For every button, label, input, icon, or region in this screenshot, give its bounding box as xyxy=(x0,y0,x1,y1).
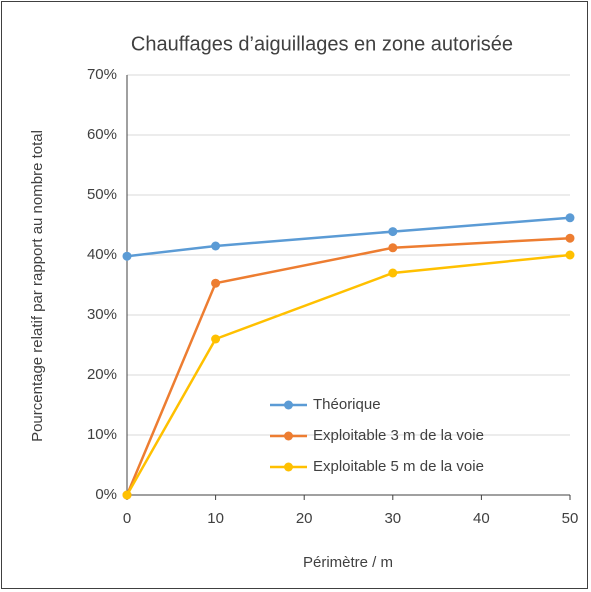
y-tick-label: 60% xyxy=(87,126,117,143)
y-tick-label: 70% xyxy=(87,66,117,83)
legend-label: Théorique xyxy=(313,396,381,413)
series-line xyxy=(126,216,571,258)
x-tick-label: 40 xyxy=(473,510,490,527)
data-point xyxy=(388,268,398,278)
data-point xyxy=(211,241,221,251)
y-tick-label: 50% xyxy=(87,186,117,203)
series-line xyxy=(125,253,571,496)
y-tick-label: 0% xyxy=(95,486,117,503)
series-line xyxy=(125,236,571,496)
data-point xyxy=(565,213,575,223)
data-point xyxy=(565,250,575,260)
chart-title: Chauffages d’aiguillages en zone autoris… xyxy=(131,33,513,55)
data-point xyxy=(211,334,221,344)
legend-marker xyxy=(284,431,293,441)
legend-label: Exploitable 3 m de la voie xyxy=(313,427,484,444)
x-axis-label: Périmètre / m xyxy=(303,554,393,571)
data-point xyxy=(565,233,575,243)
x-tick-label: 20 xyxy=(296,510,313,527)
x-tick-label: 30 xyxy=(384,510,401,527)
data-point xyxy=(122,490,132,500)
data-point xyxy=(211,278,221,288)
y-axis-label: Pourcentage relatif par rapport au nombr… xyxy=(29,130,46,442)
data-point xyxy=(388,243,398,253)
y-tick-label: 40% xyxy=(87,246,117,263)
data-point xyxy=(388,227,398,237)
legend-marker xyxy=(284,462,293,472)
data-point xyxy=(122,251,132,261)
y-tick-label: 30% xyxy=(87,306,117,323)
legend-marker xyxy=(284,400,293,410)
y-tick-label: 10% xyxy=(87,426,117,443)
y-tick-label: 20% xyxy=(87,366,117,383)
x-tick-label: 10 xyxy=(207,510,224,527)
legend-label: Exploitable 5 m de la voie xyxy=(313,458,484,475)
x-tick-label: 50 xyxy=(562,510,579,527)
x-tick-label: 0 xyxy=(123,510,131,527)
